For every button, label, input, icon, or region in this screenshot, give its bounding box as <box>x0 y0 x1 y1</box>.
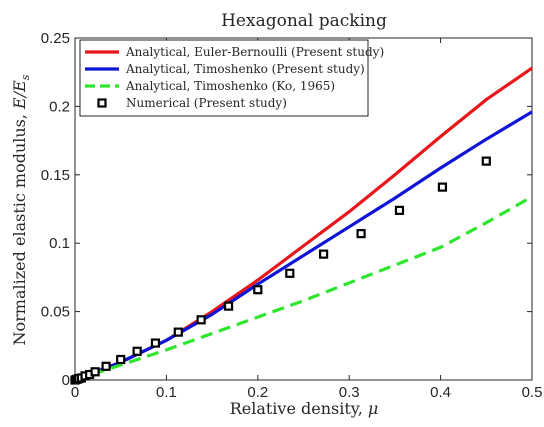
legend-box <box>79 39 369 117</box>
axes-frame <box>74 37 533 381</box>
x-tick-label: 0.5 <box>522 384 543 401</box>
legend-entry-1: Analytical, Euler-Bernoulli (Present stu… <box>125 45 384 59</box>
legend-entry-3: Analytical, Timoshenko (Ko, 1965) <box>125 79 335 93</box>
y-axis-label: Normalized elastic modulus, E/Es <box>10 74 32 345</box>
data-point <box>253 285 263 295</box>
x-tick-label: 0.3 <box>339 384 360 401</box>
series-line-3 <box>74 195 533 382</box>
chart-title: Hexagonal packing <box>221 11 387 31</box>
data-point <box>173 327 183 337</box>
legend-entry-2: Analytical, Timoshenko (Present study) <box>125 62 365 76</box>
data-point <box>90 367 100 377</box>
x-axis-label: Relative density, μ <box>230 399 379 418</box>
y-tick-label: 0.25 <box>41 30 70 47</box>
data-point <box>319 249 329 259</box>
data-point <box>196 315 206 325</box>
y-tick-label: 0.15 <box>41 167 70 184</box>
plot-area: 0 0.1 0.2 0.3 0.4 0.5 0 0.05 0.1 0.15 0.2 0.25 <box>41 30 543 401</box>
data-point <box>223 301 234 311</box>
data-point <box>285 268 295 278</box>
data-point <box>116 354 126 365</box>
x-tick-label: 0.2 <box>247 384 268 401</box>
data-point <box>394 205 405 215</box>
data-point <box>132 346 142 356</box>
x-tick-label: 0.1 <box>156 384 177 401</box>
data-point <box>101 361 111 371</box>
data-point <box>150 338 161 348</box>
legend-entry-4: Numerical (Present study) <box>126 96 287 110</box>
data-point <box>356 229 366 239</box>
x-tick-label: 0.4 <box>430 384 451 401</box>
x-tick-label: 0 <box>71 384 79 401</box>
y-tick-label: 0.2 <box>49 98 70 115</box>
data-point <box>481 156 491 166</box>
y-tick-label: 0 <box>62 372 70 389</box>
legend-marker <box>97 98 107 108</box>
legend: Analytical, Euler-Bernoulli (Present stu… <box>79 39 384 117</box>
y-tick-label: 0.05 <box>41 304 70 321</box>
data-point <box>437 182 448 192</box>
y-tick-label: 0.1 <box>49 235 70 252</box>
